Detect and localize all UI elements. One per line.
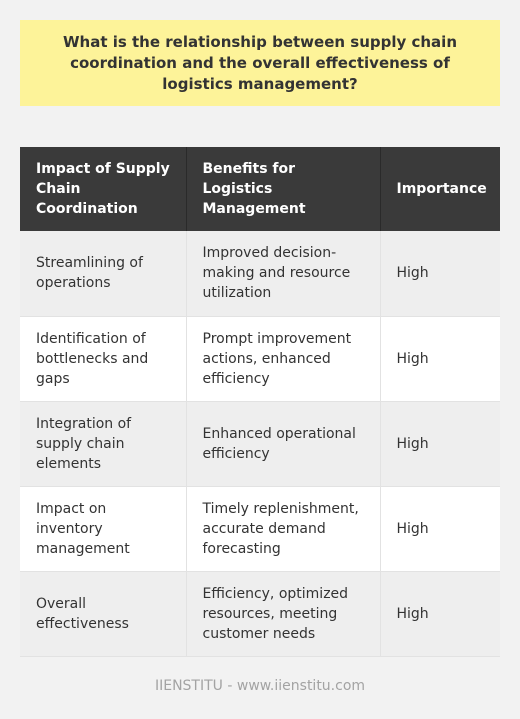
coordination-table: Impact of Supply Chain Coordination Bene…: [20, 147, 500, 657]
cell-benefits: Enhanced operational efficiency: [186, 401, 381, 487]
header-benefits: Benefits for Logistics Management: [186, 147, 381, 231]
table-row: Identification of bottlenecks and gaps P…: [20, 316, 500, 402]
header-impact: Impact of Supply Chain Coordination: [20, 147, 187, 231]
cell-impact: Identification of bottlenecks and gaps: [20, 316, 187, 402]
cell-benefits: Improved decision-making and resource ut…: [186, 231, 381, 317]
cell-importance: High: [380, 316, 500, 402]
table-row: Impact on inventory management Timely re…: [20, 486, 500, 572]
cell-benefits: Prompt improvement actions, enhanced eff…: [186, 316, 381, 402]
cell-impact: Impact on inventory management: [20, 486, 187, 572]
table-row: Overall effectiveness Efficiency, optimi…: [20, 571, 500, 657]
cell-importance: High: [380, 231, 500, 317]
footer-credit: IIENSTITU - www.iienstitu.com: [154, 678, 366, 694]
header-importance: Importance: [380, 147, 500, 231]
cell-benefits: Timely replenishment, accurate demand fo…: [186, 486, 381, 572]
question-title: What is the relationship between supply …: [62, 32, 458, 93]
cell-impact: Overall effectiveness: [20, 571, 187, 657]
cell-benefits: Efficiency, optimized resources, meeting…: [186, 571, 381, 657]
question-banner: What is the relationship between supply …: [20, 20, 500, 106]
cell-impact: Streamlining of operations: [20, 231, 187, 317]
cell-importance: High: [380, 401, 500, 487]
cell-importance: High: [380, 571, 500, 657]
cell-importance: High: [380, 486, 500, 572]
cell-impact: Integration of supply chain elements: [20, 401, 187, 487]
table-row: Integration of supply chain elements Enh…: [20, 401, 500, 487]
table-header-row: Impact of Supply Chain Coordination Bene…: [20, 147, 500, 231]
table-row: Streamlining of operations Improved deci…: [20, 231, 500, 317]
